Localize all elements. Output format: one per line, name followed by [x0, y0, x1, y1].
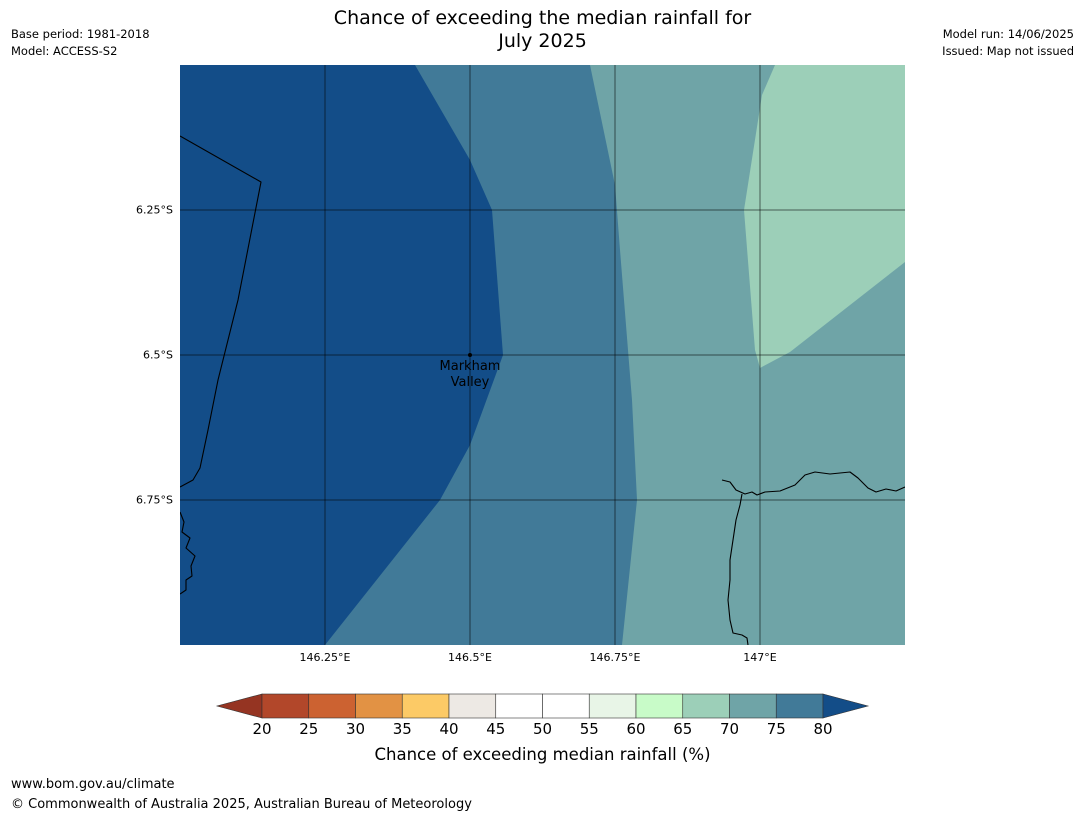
footer-url: www.bom.gov.au/climate: [11, 777, 175, 792]
footer-copyright: © Commonwealth of Australia 2025, Austra…: [11, 797, 472, 812]
colorbar-segment: [308, 693, 356, 719]
lat-tick-label: 6.5°S: [143, 348, 173, 362]
coastline-river: [727, 493, 749, 645]
colorbar-over-arrow: [822, 693, 870, 719]
title-line-2: July 2025: [498, 30, 587, 52]
boundaries: [180, 135, 905, 645]
colorbar-tick-label: 75: [766, 720, 786, 738]
meta-right: Model run: 14/06/2025 Issued: Map not is…: [942, 26, 1074, 60]
lat-tick-label: 6.75°S: [136, 493, 173, 507]
lat-tick-label: 6.25°S: [136, 203, 173, 217]
colorbar-tick-label: 80: [813, 720, 833, 738]
issued-text: Issued: Map not issued: [942, 44, 1074, 58]
model-run-text: Model run: 14/06/2025: [942, 27, 1074, 41]
colorbar-tick-label: 45: [486, 720, 506, 738]
place-name-line-1: Markham: [439, 359, 501, 374]
title-line-1: Chance of exceeding the median rainfall …: [333, 7, 752, 29]
coastline-east: [721, 471, 905, 496]
province-boundary: [180, 135, 262, 488]
zone-65-70: [744, 65, 905, 368]
lon-tick-label: 147°E: [743, 651, 777, 664]
colorbar: [215, 693, 870, 719]
colorbar-segment: [635, 693, 684, 719]
colorbar-tick-label: 60: [626, 720, 646, 738]
colorbar-segment: [729, 693, 777, 719]
colorbar-segment: [588, 693, 637, 719]
place-marker: [468, 353, 472, 357]
colorbar-segment: [542, 693, 590, 719]
colorbar-tick-label: 65: [673, 720, 693, 738]
colorbar-under-arrow: [215, 693, 263, 719]
lon-tick-label: 146.5°E: [448, 651, 492, 664]
model-text: Model: ACCESS-S2: [11, 44, 118, 58]
colorbar-segment: [682, 693, 730, 719]
colorbar-segment: [401, 693, 450, 719]
place-label: Markham Valley: [440, 359, 501, 391]
footer: www.bom.gov.au/climate © Commonwealth of…: [11, 775, 472, 815]
colorbar-tick-label: 20: [252, 720, 272, 738]
colorbar-segment: [775, 693, 824, 719]
colorbar-tick-label: 25: [299, 720, 319, 738]
colorbar-label: Chance of exceeding median rainfall (%): [374, 745, 711, 764]
colorbar-segment: [261, 693, 310, 719]
colorbar-tick-label: 35: [392, 720, 412, 738]
gridlines: [180, 65, 905, 645]
colorbar-segment: [355, 693, 403, 719]
place-name-line-2: Valley: [450, 375, 490, 390]
map-title: Chance of exceeding the median rainfall …: [0, 7, 1085, 53]
colorbar-segment: [448, 693, 497, 719]
colorbar-tick-label: 55: [579, 720, 599, 738]
colorbar-tick-label: 50: [532, 720, 553, 738]
lon-tick-label: 146.25°E: [299, 651, 351, 664]
colorbar-tick-label: 70: [719, 720, 740, 738]
colorbar-segment: [495, 693, 543, 719]
colorbar-tick-label: 30: [345, 720, 366, 738]
base-period-text: Base period: 1981-2018: [11, 27, 150, 41]
coastline-west: [180, 511, 196, 595]
lon-tick-label: 146.75°E: [589, 651, 641, 664]
meta-left: Base period: 1981-2018 Model: ACCESS-S2: [11, 26, 150, 60]
colorbar-tick-label: 40: [439, 720, 459, 738]
